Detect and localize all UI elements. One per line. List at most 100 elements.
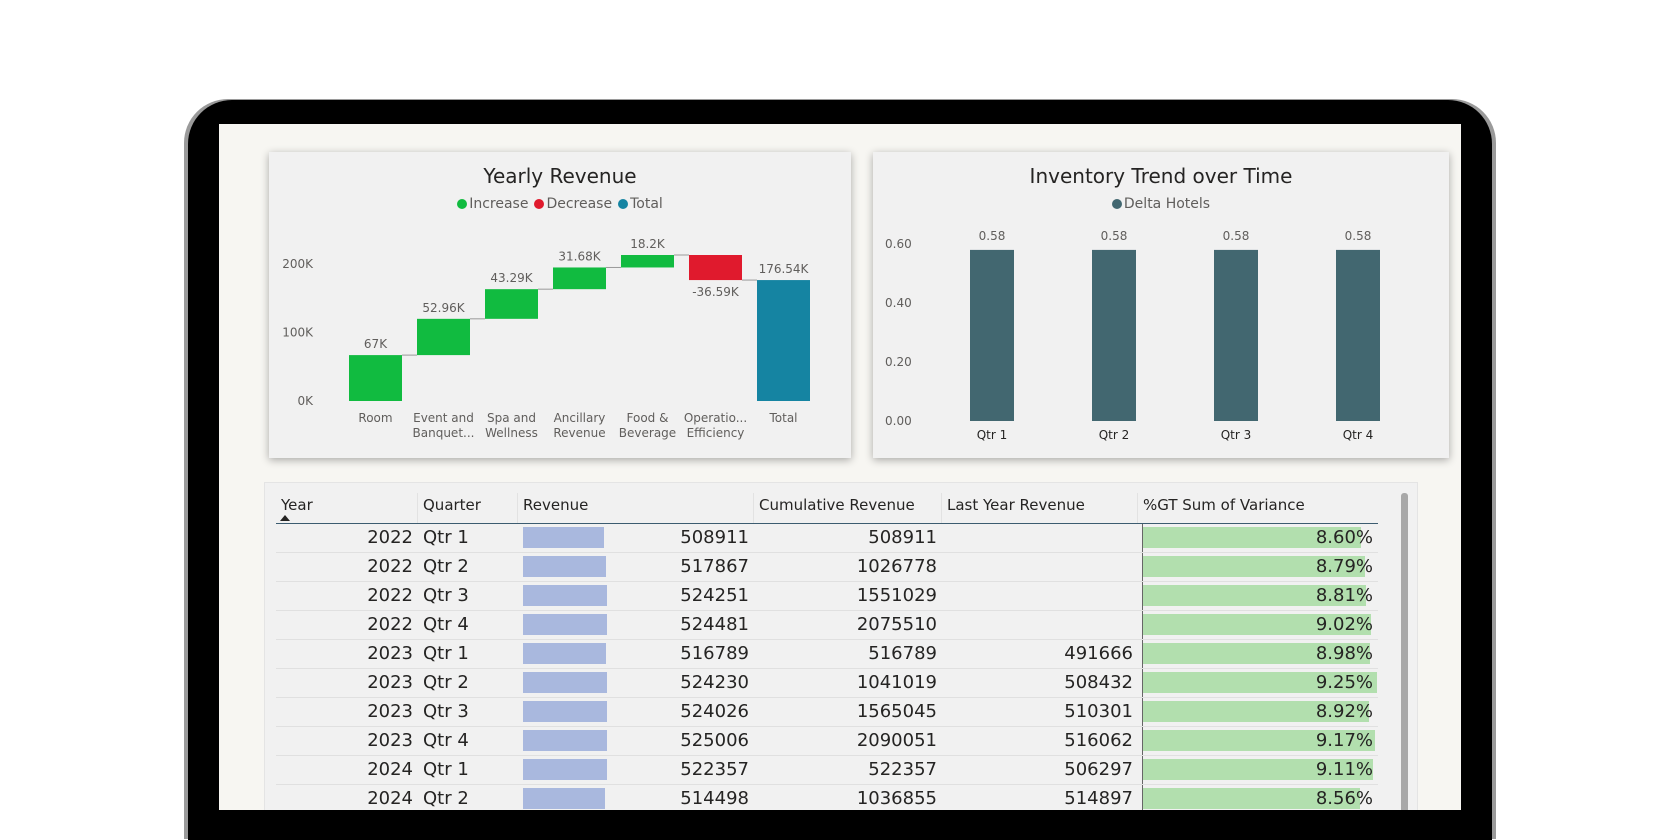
data-label: 67K [364,337,388,351]
revenue-data-bar [523,556,606,577]
cell-cumulative-revenue: 2075510 [856,614,937,635]
legend-item-increase[interactable]: Increase [457,196,528,212]
cell-year: 2022 [367,527,413,548]
revenue-data-bar [523,730,607,751]
column-header-revenue[interactable]: Revenue [518,493,754,523]
sort-ascending-icon[interactable] [280,515,290,521]
legend-dot-increase [457,199,468,209]
gt-variance-data-bar [1143,672,1377,693]
cell-gt-sum-of-variance: 9.02% [1138,611,1378,639]
cell-last-year-revenue: 508432 [1064,672,1133,693]
table-row[interactable]: 2023 Qtr 2 524230 1041019 508432 9.25% [276,669,1378,698]
cell-cumulative-revenue: 508911 [868,527,937,548]
cell-gt-sum-of-variance-value: 8.98% [1315,643,1373,664]
table-vertical-scrollbar[interactable] [1401,493,1408,810]
gt-bar-axis [1142,698,1143,726]
cell-revenue-value: 524230 [680,672,749,693]
legend-label-total: Total [630,196,663,212]
cell-year: 2024 [367,759,413,780]
inventory-bar [970,249,1014,421]
cell-quarter: Qtr 4 [423,730,469,751]
column-header-gt-sum-of-variance[interactable]: %GT Sum of Variance [1138,493,1378,523]
column-header-quarter-label: Quarter [423,496,481,514]
cell-cumulative-revenue: 522357 [868,759,937,780]
inventory-trend-chart[interactable]: 0.00 0.20 0.40 0.60 0.58 Qtr 1 0.58 Qtr 2 0.58 Qt… [873,152,1449,458]
cell-year: 2023 [367,701,413,722]
column-header-revenue-label: Revenue [523,496,589,514]
data-label: 18.2K [630,237,666,251]
column-header-last-year-revenue-label: Last Year Revenue [947,496,1085,514]
table-row[interactable]: 2023 Qtr 1 516789 516789 491666 8.98% [276,640,1378,669]
legend-item-total[interactable]: Total [618,196,663,212]
y-tick-label: 0.00 [885,414,912,428]
cell-year: 2024 [367,788,413,809]
cell-last-year-revenue: 516062 [1064,730,1133,751]
cell-gt-sum-of-variance: 9.11% [1138,756,1378,784]
y-tick-label: 0.20 [885,355,912,369]
column-header-year-label: Year [281,496,313,514]
data-label: 176.54K [759,262,810,276]
x-tick-label: Room [358,411,392,425]
waterfall-bar [689,255,742,281]
cell-revenue-value: 524251 [680,585,749,606]
table-row[interactable]: 2024 Qtr 1 522357 522357 506297 9.11% [276,756,1378,785]
data-label: 0.58 [1345,229,1372,243]
cell-revenue-value: 508911 [680,527,749,548]
cell-quarter: Qtr 2 [423,556,469,577]
y-tick-label: 0K [297,394,314,408]
gt-bar-axis [1142,524,1143,552]
cell-revenue-value: 517867 [680,556,749,577]
cell-revenue: 508911 [518,524,754,552]
table-row[interactable]: 2023 Qtr 3 524026 1565045 510301 8.92% [276,698,1378,727]
table-row[interactable]: 2022 Qtr 2 517867 1026778 8.79% [276,553,1378,582]
revenue-table[interactable]: Year Quarter Revenue Cumulative Revenue … [265,483,1417,810]
column-header-cumulative-revenue[interactable]: Cumulative Revenue [754,493,942,523]
gt-bar-axis [1142,553,1143,581]
yearly-revenue-card[interactable]: Yearly Revenue Increase Decrease Total 0… [269,152,851,458]
x-tick-label: Spa and [487,411,536,425]
cell-last-year-revenue: 506297 [1064,759,1133,780]
cell-gt-sum-of-variance: 9.25% [1138,669,1378,697]
column-header-quarter[interactable]: Quarter [418,493,518,523]
yearly-revenue-chart[interactable]: 0K 100K 200K 67K Room 52.96K Event andBanquet.… [269,152,851,458]
table-row[interactable]: 2022 Qtr 3 524251 1551029 8.81% [276,582,1378,611]
cell-cumulative-revenue: 2090051 [856,730,937,751]
table-row[interactable]: 2022 Qtr 4 524481 2075510 9.02% [276,611,1378,640]
waterfall-bar [621,255,674,268]
table-row[interactable]: 2024 Qtr 2 514498 1036855 514897 8.56% [276,785,1378,810]
legend-label-decrease: Decrease [546,196,613,212]
data-label: -36.59K [692,285,740,299]
revenue-data-bar [523,788,606,809]
cell-year: 2023 [367,643,413,664]
cell-revenue: 525006 [518,727,754,755]
column-header-year[interactable]: Year [276,493,418,523]
cell-revenue-value: 514498 [680,788,749,809]
gt-variance-data-bar [1143,643,1371,664]
column-header-last-year-revenue[interactable]: Last Year Revenue [942,493,1138,523]
data-label: 52.96K [422,301,465,315]
cell-gt-sum-of-variance: 8.60% [1138,524,1378,552]
x-tick-label: Operatio... [684,411,747,425]
cell-gt-sum-of-variance: 8.98% [1138,640,1378,668]
gt-bar-axis [1142,727,1143,755]
cell-gt-sum-of-variance-value: 9.25% [1315,672,1373,693]
table-row[interactable]: 2022 Qtr 1 508911 508911 8.60% [276,524,1378,553]
inventory-trend-legend: Delta Hotels [873,196,1449,212]
y-tick-label: 0.60 [885,237,912,251]
y-tick-label: 100K [282,326,314,340]
gt-bar-axis [1142,669,1143,697]
cell-gt-sum-of-variance-value: 9.17% [1315,730,1373,751]
cell-gt-sum-of-variance: 8.81% [1138,582,1378,610]
legend-item-decrease[interactable]: Decrease [534,196,612,212]
x-tick-label: Efficiency [687,426,745,440]
cell-gt-sum-of-variance-value: 8.92% [1315,701,1373,722]
x-tick-label: Wellness [485,426,538,440]
gt-variance-data-bar [1143,759,1374,780]
inventory-trend-card[interactable]: Inventory Trend over Time Delta Hotels 0… [873,152,1449,458]
column-header-cumulative-revenue-label: Cumulative Revenue [759,496,915,514]
cell-year: 2023 [367,730,413,751]
waterfall-bar [485,289,538,319]
cell-year: 2022 [367,556,413,577]
legend-item-delta-hotels[interactable]: Delta Hotels [1111,196,1210,212]
table-row[interactable]: 2023 Qtr 4 525006 2090051 516062 9.17% [276,727,1378,756]
